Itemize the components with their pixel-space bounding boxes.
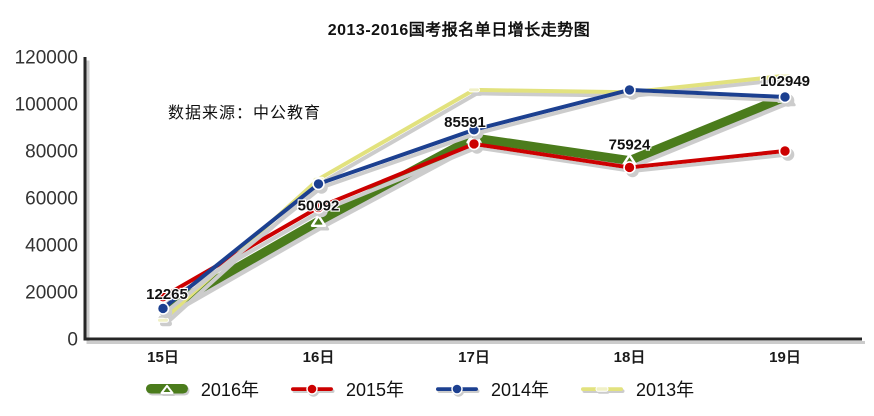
dash-marker: [779, 73, 791, 79]
source-note: 数据来源：中公教育: [168, 105, 322, 122]
circle-marker: [156, 302, 170, 315]
line-2013年: [161, 73, 787, 323]
legend-swatch: [581, 385, 624, 392]
axes: [83, 57, 862, 341]
data-label: 75924: [609, 137, 651, 154]
series-2013年: [157, 73, 791, 323]
legend-swatch: [436, 382, 478, 395]
y-tick-label: 100000: [15, 95, 78, 116]
legend-item-2014年: 2014年: [434, 376, 549, 402]
data-label: 102949: [760, 73, 810, 90]
x-tick-label: 19日: [769, 349, 801, 366]
circle-marker: [312, 177, 325, 191]
legend-swatch: [145, 383, 188, 394]
series-2014年: [156, 83, 792, 315]
circle-marker: [467, 137, 481, 151]
x-tick-label: 18日: [614, 349, 646, 366]
circle-marker: [623, 161, 636, 174]
circle-marker: [778, 90, 792, 104]
legend-item-2015年: 2015年: [289, 376, 404, 402]
chart-title: 2013-2016国考报名单日增长走势图: [327, 22, 591, 39]
data-label: 12265: [146, 286, 188, 303]
legend-swatch: [290, 382, 333, 395]
line-2015年: [161, 142, 787, 299]
y-tick-label: 20000: [25, 283, 78, 304]
series-2015年: [156, 137, 792, 304]
y-tick-label: 60000: [25, 189, 78, 210]
legend-label: 2014年: [491, 380, 550, 400]
legend-item-2016年: 2016年: [144, 376, 259, 402]
x-tick-label: 15日: [147, 349, 179, 366]
dash-marker: [157, 317, 169, 323]
triangle-marker: [310, 214, 327, 227]
circle-marker: [623, 83, 636, 97]
x-tick-label: 17日: [458, 349, 490, 366]
legend-label: 2016年: [200, 380, 259, 400]
data-label: 85591: [444, 114, 486, 131]
x-tick-label: 16日: [303, 349, 335, 366]
circle-marker: [467, 123, 481, 137]
legend-label: 2013年: [636, 380, 695, 400]
y-tick-label: 120000: [15, 48, 78, 69]
y-tick-label: 80000: [25, 142, 78, 163]
legend: 2016年 2015年 2014年 2013年: [0, 376, 874, 402]
circle-marker: [778, 144, 792, 158]
y-tick-label: 0: [67, 330, 78, 351]
legend-item-2013年: 2013年: [579, 376, 694, 402]
legend-label: 2015年: [345, 380, 404, 400]
data-label: 50092: [298, 197, 340, 214]
dash-marker: [468, 87, 480, 93]
y-tick-label: 40000: [25, 236, 78, 257]
circle-marker: [312, 201, 325, 214]
